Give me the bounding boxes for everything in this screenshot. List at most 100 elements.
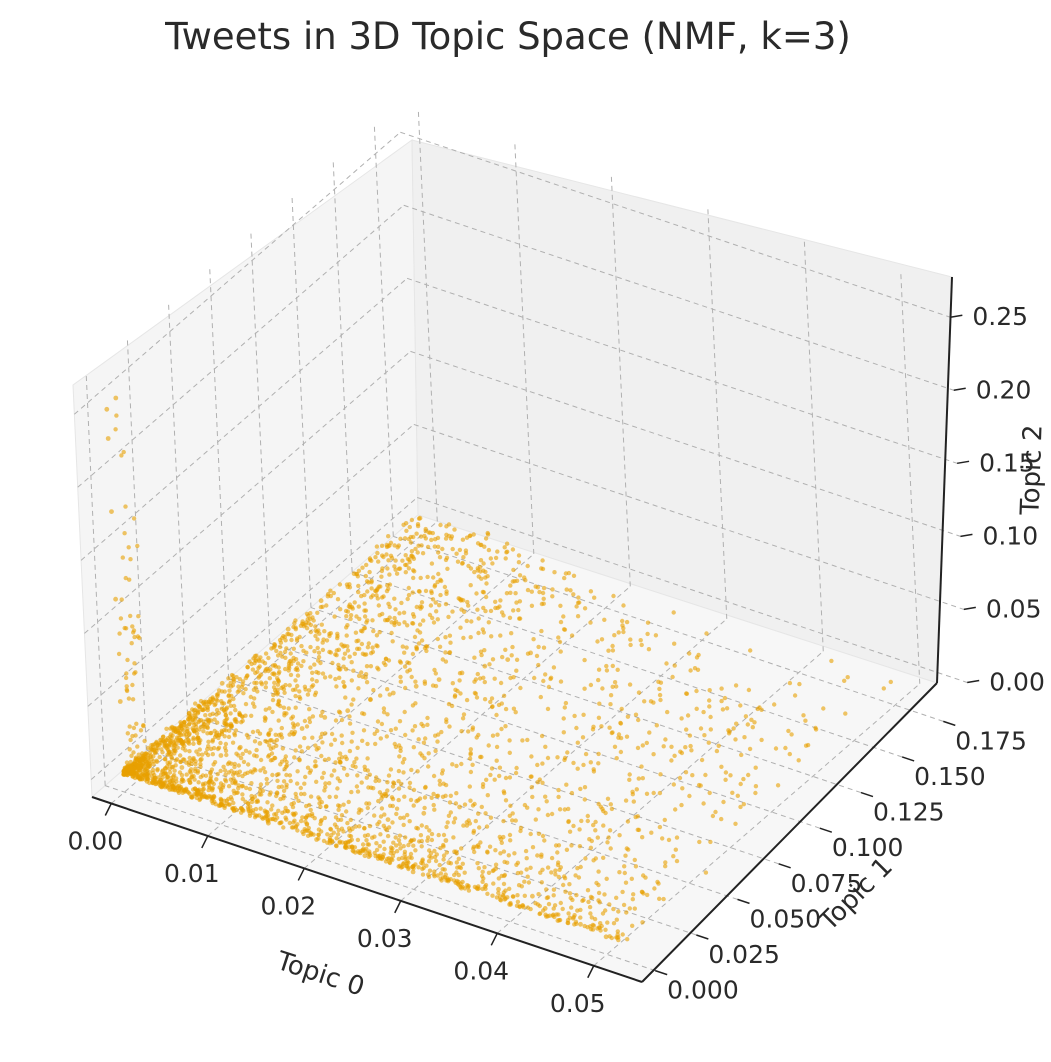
scatter-point [444,532,449,537]
scatter-point [368,595,374,600]
scatter-point [595,835,600,840]
scatter-point [644,740,649,746]
scatter-point [295,781,300,786]
scatter-point [403,835,408,840]
scatter-point [627,906,632,911]
scatter-point [412,724,418,729]
scatter-point [435,873,440,878]
scatter-point [133,733,138,738]
scatter-point [190,717,195,723]
scatter-point [453,801,459,806]
scatter-point [403,562,408,568]
scatter-point [364,680,370,685]
scatter-point [536,644,541,650]
scatter-point [144,766,149,772]
scatter-point [476,616,481,621]
scatter-point [302,781,307,786]
scatter-point [513,770,519,776]
scatter-point [611,593,616,599]
scatter-point [578,921,583,927]
scatter-point [198,724,204,729]
scatter-point [256,665,261,671]
scatter-point [485,574,490,579]
scatter-point [222,689,227,694]
scatter-point [122,531,127,536]
scatter-point [189,713,194,718]
scatter-point [228,703,233,708]
scatter-point [272,662,277,668]
scatter-point [375,596,380,601]
scatter-point [276,784,281,790]
scatter-point [369,578,374,584]
scatter-point [536,807,541,812]
scatter-point [328,674,333,679]
scatter-point [423,588,429,594]
scatter-point [541,645,547,650]
scatter-point [605,840,610,845]
scatter-point [318,804,323,809]
scatter-point [792,693,798,698]
scatter-point [337,751,343,756]
scatter-point [622,864,627,869]
scatter-point [566,806,571,812]
scatter-point [677,775,683,781]
scatter-point [888,679,893,685]
scatter-point [411,803,416,808]
scatter-point [378,814,384,819]
scatter-point [382,812,387,817]
scatter-point [439,729,444,735]
scatter-point [482,865,487,870]
scatter-point [228,721,234,727]
scatter-point [479,754,484,760]
scatter-point [316,836,321,841]
scatter-point [184,772,189,777]
scatter-point [535,853,540,858]
scatter-point [167,766,172,772]
scatter-point [375,644,380,649]
scatter-point [292,755,297,760]
scatter-point [375,665,380,670]
scatter-point [427,854,432,859]
scatter-point [443,650,448,655]
scatter-point [688,668,693,673]
scatter-point [282,690,287,695]
scatter-point [270,803,275,808]
scatter-point [528,865,533,870]
scatter-point [169,775,174,781]
scatter-point [444,824,449,830]
scatter-point [316,832,321,837]
scatter-point [352,600,357,605]
scatter-point [556,635,561,640]
scatter-point [447,650,453,655]
scatter-point [443,782,449,788]
scatter-point [596,751,601,757]
scatter-point [398,815,403,821]
scatter-point [443,793,448,798]
scatter-point [438,577,443,582]
scatter-point [610,643,615,649]
scatter-point [281,825,286,830]
scatter-point [588,894,594,900]
scatter-point [378,832,383,837]
scatter-point [290,811,295,816]
scatter-point [645,620,651,625]
scatter-point [276,808,281,813]
scatter-point [431,802,436,808]
scatter-point [345,708,351,714]
scatter-point [209,767,215,772]
scatter-point [466,729,471,734]
scatter-point [533,817,538,822]
scatter-point [120,555,126,560]
scatter-point [662,817,667,823]
scatter-point [333,718,339,723]
scatter-point [314,679,319,684]
scatter-point [406,866,411,872]
scatter-point [829,658,834,664]
scatter-point [389,620,394,625]
scatter-point [461,555,466,560]
scatter-point [388,767,394,772]
scatter-point [304,650,309,655]
scatter-point [130,697,136,702]
scatter-point [608,846,613,851]
scatter-point [285,626,291,632]
